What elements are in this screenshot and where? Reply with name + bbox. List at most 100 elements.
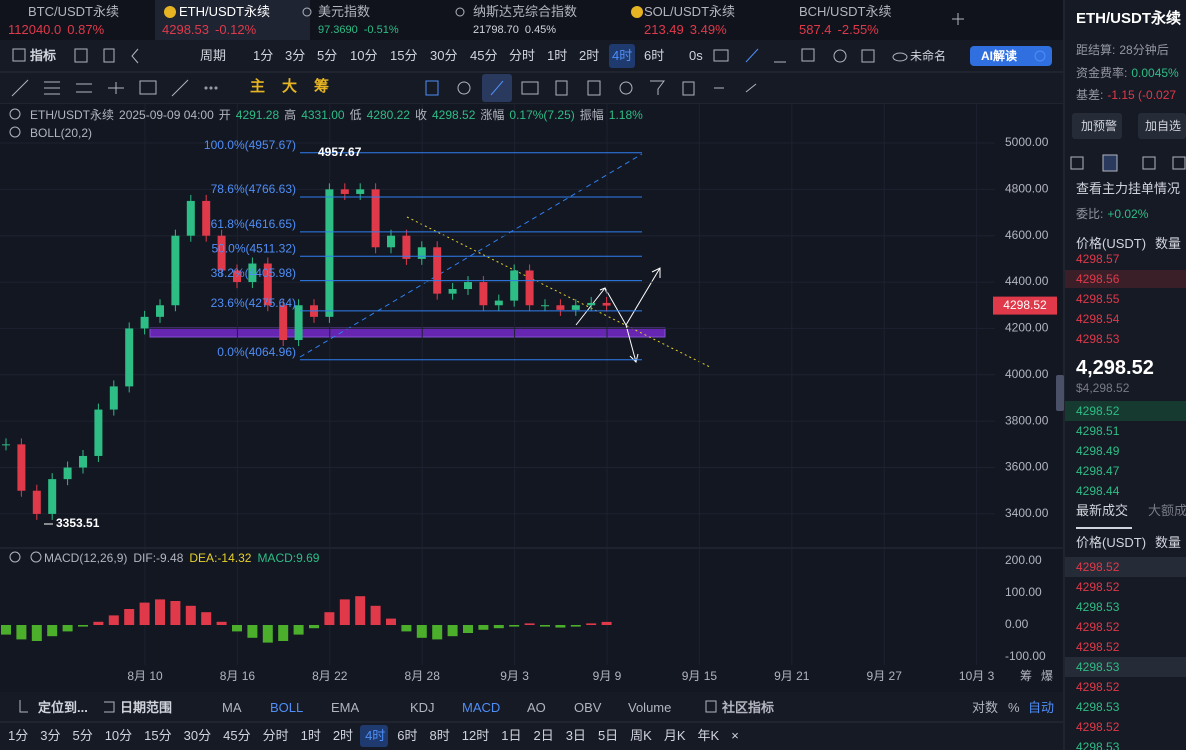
macd-bar [155,599,165,625]
ai-button-bg[interactable] [970,46,1052,66]
macd-bar [62,624,73,632]
candle [510,270,519,301]
indicator-tab[interactable]: KDJ [410,700,435,715]
candle [94,409,103,456]
tab-price: 97.3690 [318,24,358,36]
info-text: 高 [284,108,297,122]
indicator-tab[interactable]: EMA [331,700,360,715]
interval-button[interactable]: 分时 [262,728,289,743]
candle [186,200,195,236]
candle [48,479,57,514]
candle [556,305,565,310]
candle [494,300,503,306]
macd-bar [185,605,196,625]
corner-label: 筹 [1020,669,1032,683]
candle [340,189,349,194]
ai-button[interactable]: AI解读 [981,49,1018,63]
interval-button[interactable]: 4时 [365,728,386,743]
candle [140,316,149,329]
interval-button[interactable]: 2时 [579,48,600,63]
indicator-tab[interactable]: MA [222,700,242,715]
macd-tick-label: -100.00 [1005,649,1046,663]
trade-tab[interactable]: 大额成交 [1148,503,1186,518]
interval-button[interactable]: 45分 [470,48,498,63]
interval-button[interactable]: 1日 [501,728,522,743]
tab-change: -2.55% [837,22,879,37]
interval-button[interactable]: 45分 [223,728,251,743]
col-head: 数量 [1155,236,1182,251]
interval-button[interactable]: 3分 [285,48,306,63]
macd-bar [540,624,550,627]
interval-button[interactable]: 30分 [430,48,458,63]
candle [402,235,411,259]
y-tick-label: 4200.00 [1005,321,1049,335]
tab-change: -0.51% [363,24,399,36]
info-text: 收 [414,108,427,122]
macd-bar [509,624,520,627]
indicator-tab[interactable]: Volume [628,700,672,715]
macd-bar [478,624,489,630]
tab-change: 0.87% [67,22,105,37]
bid-price: 4298.52 [1076,404,1120,418]
button-bg[interactable] [1138,113,1186,139]
interval-button[interactable]: 1分 [253,48,274,63]
interval-button[interactable]: 6时 [644,48,665,63]
interval-button[interactable]: 1分 [8,728,29,743]
panel-value: -1.15 (-0.027 [1107,88,1177,102]
interval-button[interactable]: 1时 [300,728,321,743]
alert-button[interactable]: 加预警 [1081,119,1118,133]
indicator-tab[interactable]: BOLL [270,700,304,715]
interval-button[interactable]: 3日 [565,728,586,743]
interval-button[interactable]: 年K [697,728,720,743]
macd-bar [78,624,88,627]
interval-button[interactable]: 2时 [332,728,354,743]
interval-button[interactable]: 30分 [183,728,212,743]
bid-price: 4298.44 [1076,484,1120,498]
macd-bar [139,602,150,625]
indicator-tab[interactable]: OBV [574,700,602,715]
collapse-handle[interactable] [1056,375,1064,411]
indicator-tab[interactable]: MACD [462,700,501,715]
interval-button[interactable]: 周K [630,728,652,743]
fib-label: 78.6%(4766.63) [211,182,296,196]
interval-button[interactable]: 3分 [40,728,61,743]
fib-label: 61.8%(4616.65) [211,217,296,231]
trade-tab[interactable]: 最新成交 [1076,503,1129,518]
indicator-tab[interactable]: AO [527,700,546,715]
range-button[interactable]: 日期范围 [120,700,173,715]
interval-button[interactable]: 15分 [390,48,418,63]
interval-button[interactable]: 4时 [612,48,633,63]
interval-button[interactable]: 2日 [533,728,554,743]
y-tick-label: 3400.00 [1005,506,1049,520]
macd-bar [232,624,242,632]
interval-button[interactable]: 10分 [104,728,133,743]
interval-button[interactable]: 5分 [317,48,338,63]
interval-button[interactable]: 5日 [597,728,619,743]
interval-button[interactable]: 1时 [547,48,568,63]
boll-label: BOLL(20,2) [30,126,93,140]
interval-button[interactable]: 10分 [350,48,378,63]
button-bg[interactable] [1072,113,1122,139]
indicator-tab[interactable]: 社区指标 [722,700,775,715]
trade-price: 4298.53 [1076,600,1120,614]
info-text: 2025-09-09 04:00 [119,108,214,122]
interval-button[interactable]: 分时 [509,48,536,63]
interval-button[interactable]: 8时 [429,728,450,743]
fib-label: 50.0%(4511.32) [211,241,296,255]
candle [571,305,580,310]
macd-bar [416,624,427,638]
info-text: 4331.00 [301,108,345,122]
interval-button[interactable]: 12时 [461,728,490,743]
locate-button[interactable]: 定位到... [38,700,88,715]
last-usd: $4,298.52 [1076,381,1130,395]
interval-button[interactable]: × [731,728,739,743]
period-label: 周期 [200,48,227,63]
y-tick-label: 4800.00 [1005,181,1049,195]
interval-button[interactable]: 6时 [397,728,418,743]
macd-bar [16,624,27,640]
watch-button[interactable]: 加自选 [1145,119,1182,133]
interval-button[interactable]: 5分 [72,728,93,743]
plot-bg [0,104,1063,692]
interval-button[interactable]: 月K [663,728,686,743]
interval-button[interactable]: 15分 [144,728,172,743]
